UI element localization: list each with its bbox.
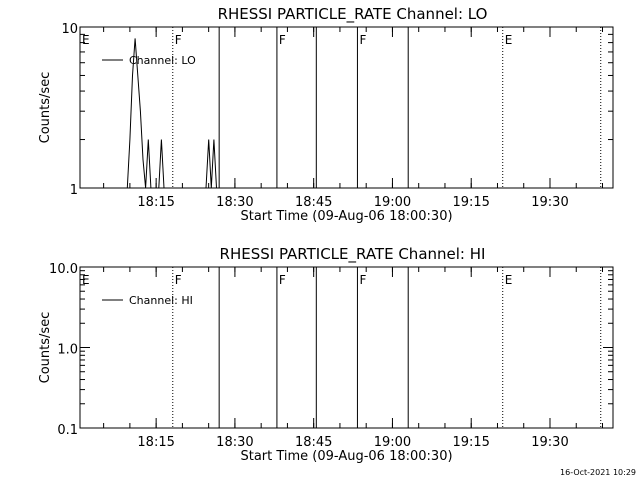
legend-label: Channel: LO bbox=[129, 54, 196, 67]
x-tick-label: 19:30 bbox=[531, 435, 568, 450]
event-marker-label: E bbox=[82, 33, 90, 47]
y-tick-label: 1 bbox=[70, 183, 78, 198]
y-tick-label: 10 bbox=[61, 22, 78, 37]
chart-panel-1: RHESSI PARTICLE_RATE Channel: HI 0.1 1.0 10… bbox=[38, 245, 614, 464]
event-marker-label: E bbox=[505, 33, 513, 47]
y-tick-label: 0.1 bbox=[57, 423, 78, 438]
event-marker-label: F bbox=[359, 273, 366, 287]
x-tick-label: 19:30 bbox=[531, 195, 568, 210]
event-marker-label: F bbox=[175, 33, 182, 47]
event-marker-label: F bbox=[175, 273, 182, 287]
event-marker-label: F bbox=[279, 33, 286, 47]
series-line-0 bbox=[126, 38, 220, 189]
x-tick-label: 18:15 bbox=[137, 435, 174, 450]
x-tick-label: 18:45 bbox=[295, 435, 332, 450]
plot-frame bbox=[79, 26, 614, 189]
x-tick-label: 18:30 bbox=[216, 195, 253, 210]
y-tick-label: 10.0 bbox=[49, 262, 78, 277]
x-tick-label: 19:00 bbox=[374, 195, 411, 210]
chart-title: RHESSI PARTICLE_RATE Channel: LO bbox=[218, 5, 488, 24]
footer-timestamp: 16-Oct-2021 10:29 bbox=[560, 468, 636, 477]
chart-panel-0: RHESSI PARTICLE_RATE Channel: LO 1 10 18:15… bbox=[38, 5, 614, 224]
plot-frame bbox=[79, 266, 614, 429]
y-axis-title: Counts/sec bbox=[38, 72, 53, 144]
event-marker-label: F bbox=[359, 33, 366, 47]
event-marker-label: F bbox=[279, 273, 286, 287]
x-axis-title: Start Time (09-Aug-06 18:00:30) bbox=[240, 209, 452, 224]
x-axis-title: Start Time (09-Aug-06 18:00:30) bbox=[240, 449, 452, 464]
x-tick-label: 18:15 bbox=[137, 195, 174, 210]
x-tick-label: 19:15 bbox=[452, 195, 489, 210]
x-tick-label: 18:30 bbox=[216, 435, 253, 450]
legend-label: Channel: HI bbox=[129, 294, 193, 307]
event-marker-label: E bbox=[505, 273, 513, 287]
x-tick-label: 19:15 bbox=[452, 435, 489, 450]
chart-title: RHESSI PARTICLE_RATE Channel: HI bbox=[220, 245, 486, 264]
x-tick-label: 19:00 bbox=[374, 435, 411, 450]
event-marker-label: E bbox=[82, 273, 90, 287]
x-tick-label: 18:45 bbox=[295, 195, 332, 210]
y-axis-title: Counts/sec bbox=[38, 312, 53, 384]
y-tick-label: 1.0 bbox=[57, 343, 78, 358]
